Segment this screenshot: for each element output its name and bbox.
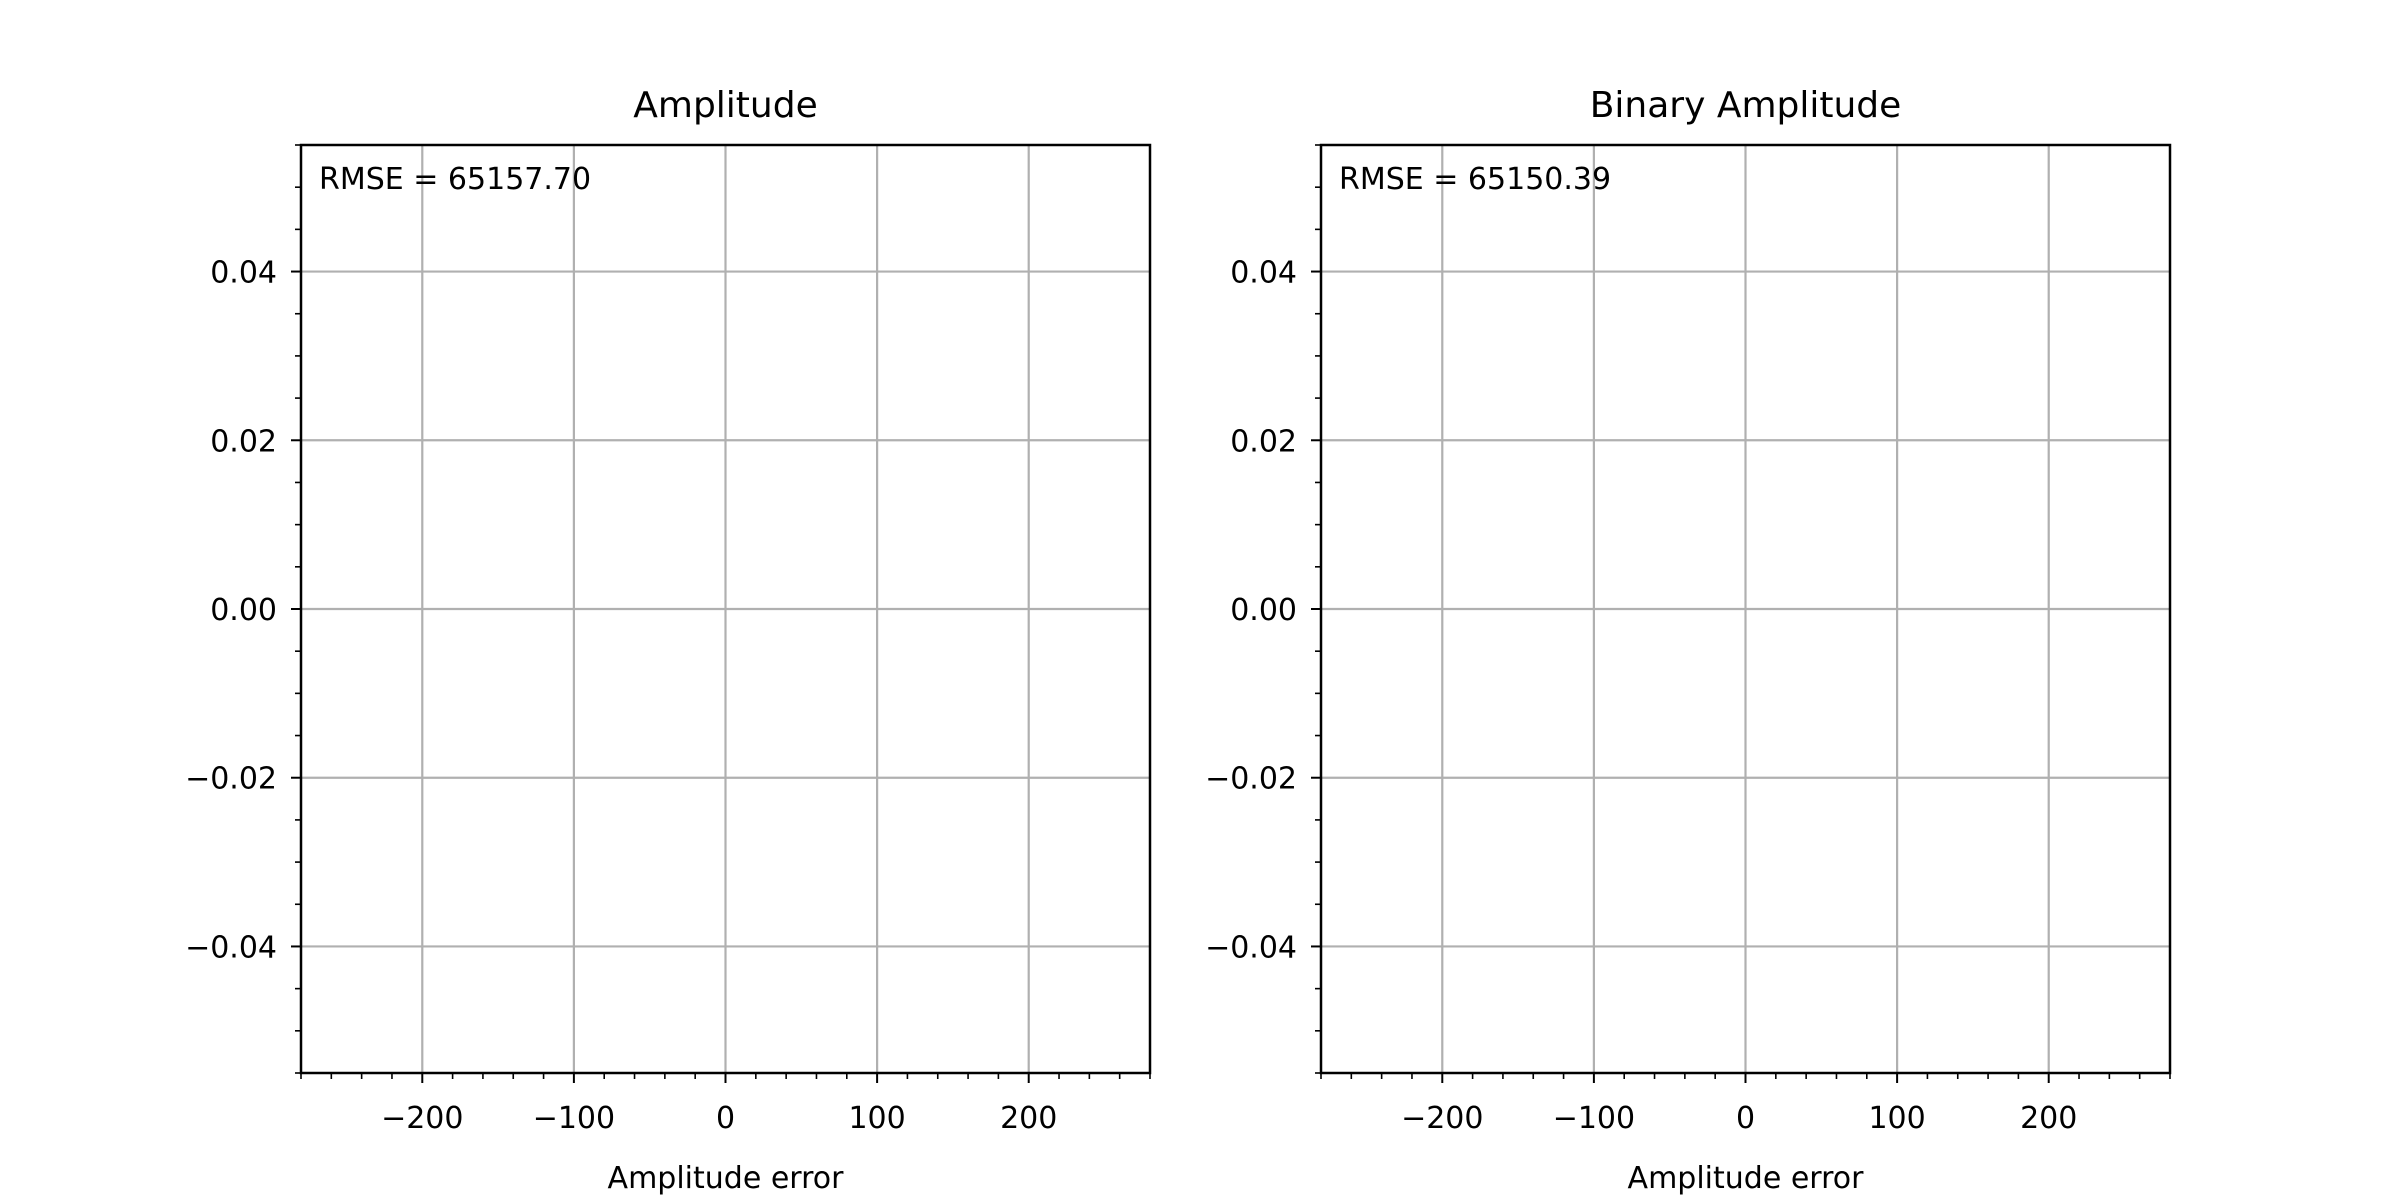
y-tick-label: 0.04 [1230,256,1297,291]
rmse-annotation: RMSE = 65157.70 [319,162,591,197]
y-tick-label: 0.04 [210,256,277,291]
x-tick-label: −200 [1401,1101,1483,1136]
x-axis-label: Amplitude error [1628,1161,1865,1196]
x-tick-label: 200 [2020,1101,2077,1136]
x-tick-label: −100 [1553,1101,1635,1136]
y-tick-label: −0.04 [1205,930,1297,965]
x-tick-label: 0 [1736,1101,1755,1136]
rmse-annotation: RMSE = 65150.39 [1339,162,1611,197]
x-tick-label: −100 [533,1101,615,1136]
chart-title: Binary Amplitude [1590,85,1902,126]
x-axis-label: Amplitude error [608,1161,845,1196]
plot-frame [299,143,1152,1075]
x-tick-label: −200 [381,1101,463,1136]
x-tick-label: 200 [1000,1101,1057,1136]
tick-labels: −200 −100 0 100 200 −0.04 −0.02 0.00 0.02 0.04 [185,256,1057,1136]
binary-amplitude-panel: −200 −100 0 100 200 −0.04 −0.02 0.00 0.02 0.04 Bi… [1205,85,2172,1196]
y-tick-label: −0.02 [185,762,277,797]
x-tick-label: 100 [1868,1101,1925,1136]
x-tick-label: 100 [848,1101,905,1136]
x-tick-label: 0 [716,1101,735,1136]
plot-frame [1319,143,2172,1075]
y-tick-label: 0.02 [210,424,277,459]
y-tick-label: −0.02 [1205,762,1297,797]
major-ticks [1311,270,2050,1083]
tick-labels: −200 −100 0 100 200 −0.04 −0.02 0.00 0.02 0.04 [1205,256,2077,1136]
chart-title: Amplitude [633,85,817,126]
y-tick-label: −0.04 [185,930,277,965]
grid [1321,145,2170,1073]
y-tick-label: 0.02 [1230,424,1297,459]
y-tick-label: 0.00 [210,593,277,628]
major-ticks [291,270,1030,1083]
y-tick-label: 0.00 [1230,593,1297,628]
grid [301,145,1150,1073]
amplitude-panel: −200 −100 0 100 200 −0.04 −0.02 0.00 0.02 0.04 Am… [185,85,1152,1196]
